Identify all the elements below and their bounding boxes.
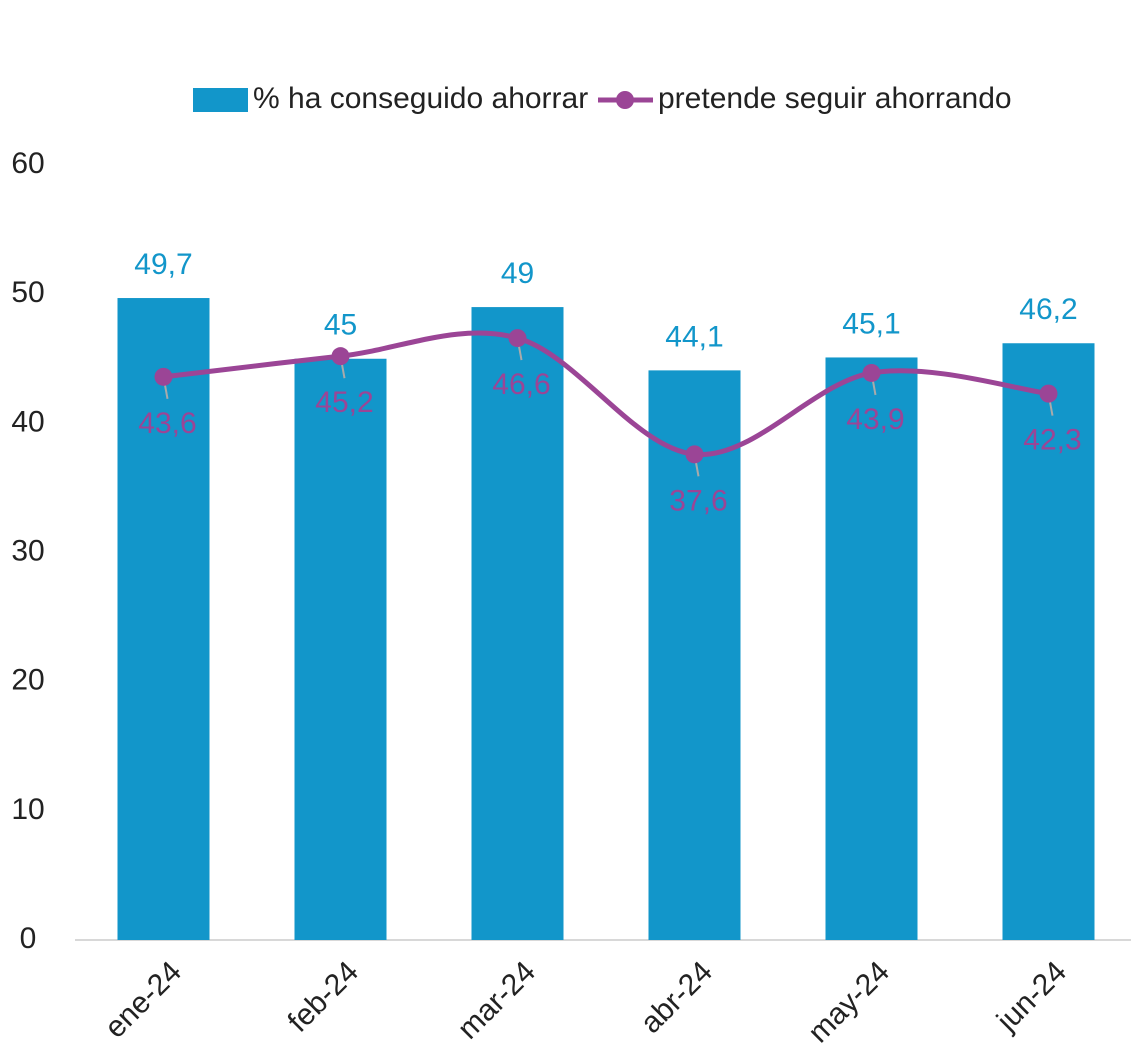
line-value-label: 43,6 bbox=[138, 407, 196, 440]
legend-label: % ha conseguido ahorrar bbox=[253, 82, 588, 115]
bar bbox=[294, 358, 387, 940]
line-value-label: 42,3 bbox=[1023, 424, 1081, 457]
bar-value-label: 46,2 bbox=[1019, 293, 1077, 326]
bar-value-label: 49 bbox=[501, 257, 534, 290]
bar bbox=[471, 307, 564, 940]
legend-label: pretende seguir ahorrando bbox=[658, 82, 1012, 115]
line bbox=[163, 330, 1049, 457]
y-tick-label: 30 bbox=[11, 534, 44, 567]
line-marker bbox=[685, 445, 704, 464]
x-tick-label: may-24 bbox=[802, 955, 896, 1047]
bar-value-label: 45 bbox=[324, 309, 357, 342]
x-tick-label: feb-24 bbox=[282, 955, 365, 1038]
x-tick-label: mar-24 bbox=[452, 955, 543, 1046]
bar bbox=[648, 370, 741, 940]
line-marker bbox=[508, 329, 527, 348]
bar bbox=[1002, 343, 1095, 940]
line-marker bbox=[331, 347, 350, 366]
y-tick-label: 20 bbox=[11, 664, 44, 697]
legend-marker bbox=[616, 91, 634, 109]
legend-swatch bbox=[193, 88, 248, 112]
x-tick-label: jun-24 bbox=[990, 955, 1073, 1038]
bar bbox=[117, 298, 210, 941]
y-tick-label: 50 bbox=[11, 276, 44, 309]
line-value-label: 43,9 bbox=[846, 403, 904, 436]
y-tick-label: 60 bbox=[11, 147, 44, 180]
y-tick-label: 40 bbox=[11, 405, 44, 438]
line-value-label: 46,6 bbox=[492, 368, 550, 401]
x-tick-label: abr-24 bbox=[634, 955, 719, 1040]
line-marker bbox=[154, 367, 173, 386]
line-marker bbox=[1039, 384, 1058, 403]
line-marker bbox=[862, 363, 881, 382]
y-tick-label: 10 bbox=[11, 793, 44, 826]
line-value-label: 37,6 bbox=[669, 484, 727, 517]
bar bbox=[825, 357, 918, 940]
bar-value-label: 49,7 bbox=[134, 248, 192, 281]
bar-value-label: 45,1 bbox=[842, 307, 900, 340]
y-tick-label: 0 bbox=[20, 922, 37, 955]
line-value-label: 45,2 bbox=[315, 386, 373, 419]
x-tick-label: ene-24 bbox=[99, 955, 188, 1044]
bar-value-label: 44,1 bbox=[665, 320, 723, 353]
